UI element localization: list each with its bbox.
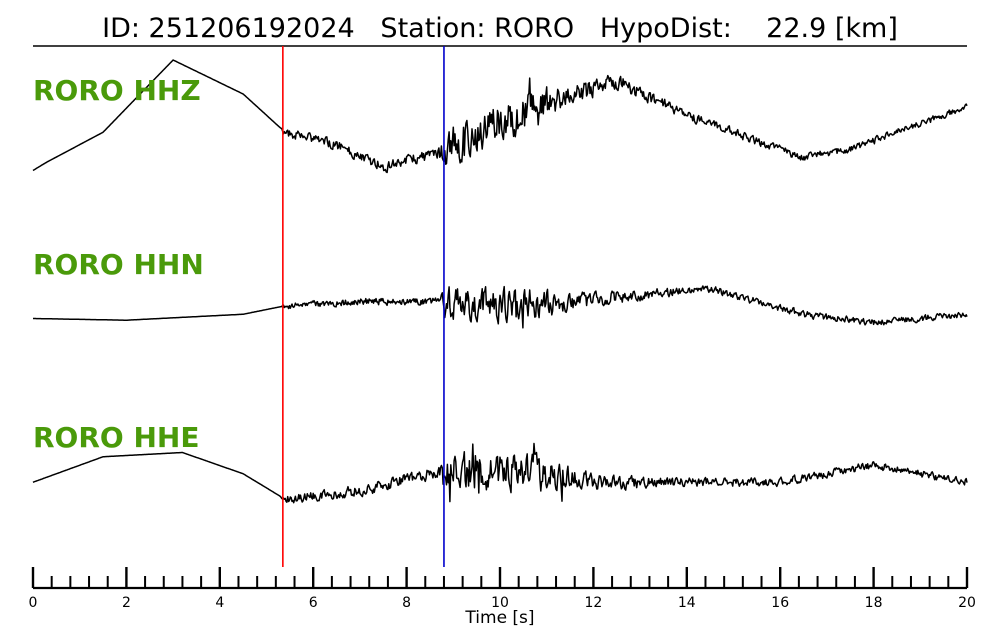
trace-roro-hhz [32, 59, 968, 174]
trace-roro-hhe [32, 442, 968, 504]
channel-labels: RORO HHZ RORO HHN RORO HHE [33, 74, 204, 454]
tick-label: 8 [402, 595, 411, 611]
tick-label: 12 [584, 595, 602, 611]
trace-roro-hhn [33, 285, 968, 329]
channel-label-roro-hhn: RORO HHN [33, 248, 204, 281]
tick-label: 10 [491, 595, 509, 611]
tick-label: 18 [865, 595, 883, 611]
trace-group [32, 59, 968, 504]
tick-label: 0 [29, 595, 38, 611]
tick-label: 14 [678, 595, 696, 611]
tick-label: 2 [122, 595, 131, 611]
chart-title: ID: 251206192024 Station: RORO HypoDist:… [102, 13, 898, 44]
tick-label: 6 [309, 595, 318, 611]
tick-label: 20 [958, 595, 976, 611]
time-axis: 0 2 4 6 8 10 12 14 16 18 20 Time [s] [29, 567, 976, 628]
channel-label-roro-hhz: RORO HHZ [33, 74, 201, 107]
channel-label-roro-hhe: RORO HHE [33, 421, 199, 454]
x-axis-label: Time [s] [464, 608, 534, 628]
pick-markers [282, 46, 445, 567]
tick-label: 16 [771, 595, 789, 611]
tick-label: 4 [215, 595, 224, 611]
